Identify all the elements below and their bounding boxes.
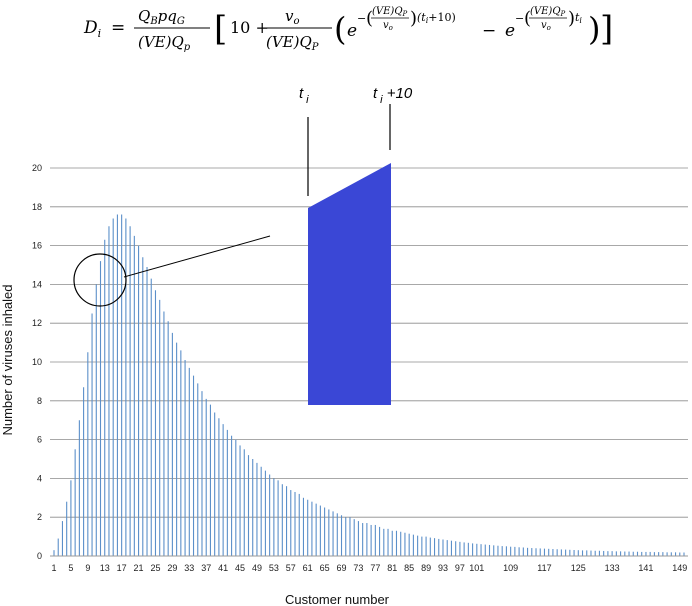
formula-exp1-paren-close: ) (410, 8, 417, 29)
formula-equals: = (111, 18, 125, 38)
formula-bracket-open: [ (214, 9, 227, 49)
formula-frac2-num: vo (285, 7, 300, 27)
x-tick-label: 149 (672, 563, 687, 573)
formula-frac1-den: (VE)Qp (138, 33, 191, 53)
chart-bars (53, 214, 685, 556)
formula-frac1-num: QBpqG (138, 7, 185, 27)
formula-frac2-den: (VE)QP (266, 33, 319, 53)
x-tick-label: 77 (370, 563, 380, 573)
y-tick-labels: 0 2 4 6 8 10 12 14 16 18 20 (32, 163, 42, 561)
x-tick-label: 65 (320, 563, 330, 573)
y-tick-label: 12 (32, 318, 42, 328)
x-tick-label: 93 (438, 563, 448, 573)
x-tick-label: 109 (503, 563, 518, 573)
chart: 0 2 4 6 8 10 12 14 16 18 20 1 5 9 13 17 21 25 29 33 37 41 45 4… (0, 85, 688, 606)
x-tick-label: 89 (421, 563, 431, 573)
formula-paren-close: ) (588, 10, 600, 48)
y-tick-label: 14 (32, 279, 42, 289)
x-tick-labels: 1 5 9 13 17 21 25 29 33 37 41 45 49 53 57 61 65 69 73 77 81 8… (51, 563, 687, 573)
x-tick-label: 73 (353, 563, 363, 573)
x-tick-label: 69 (337, 563, 347, 573)
x-tick-label: 117 (537, 563, 551, 573)
y-tick-label: 18 (32, 202, 42, 212)
x-tick-label: 141 (638, 563, 653, 573)
x-tick-label: 9 (85, 563, 90, 573)
formula-exp2-num: (VE)QP (530, 6, 566, 18)
x-tick-label: 17 (117, 563, 127, 573)
x-tick-label: 57 (286, 563, 296, 573)
formula-exp2-den: vo (541, 20, 551, 32)
y-tick-label: 10 (32, 357, 42, 367)
formula-lhs: Di (83, 18, 101, 40)
formula-exp2-paren-close: ) (568, 8, 575, 29)
formula-exp1-minus: − (357, 12, 366, 25)
inset-area (308, 163, 391, 405)
formula-exp1-tail: (ti+10) (417, 11, 456, 25)
x-tick-label: 37 (201, 563, 211, 573)
zoom-circle (73, 253, 127, 307)
formula-paren-open: ( (334, 10, 346, 48)
y-tick-label: 20 (32, 163, 42, 173)
x-tick-label: 13 (100, 563, 110, 573)
formula-e2: e (505, 21, 515, 41)
x-tick-label: 29 (167, 563, 177, 573)
x-tick-label: 61 (303, 563, 313, 573)
formula-exp1-paren-open: ( (366, 8, 373, 29)
y-tick-label: 16 (32, 241, 42, 251)
x-tick-label: 101 (469, 563, 484, 573)
x-tick-label: 25 (150, 563, 160, 573)
formula-exp2-paren-open: ( (524, 8, 531, 29)
x-tick-label: 45 (235, 563, 245, 573)
x-tick-label: 5 (68, 563, 73, 573)
formula-minus: − (482, 21, 496, 41)
x-tick-label: 41 (218, 563, 228, 573)
formula-bracket-close: ] (600, 9, 613, 49)
y-tick-label: 6 (37, 435, 42, 445)
y-tick-label: 0 (37, 551, 42, 561)
y-tick-label: 8 (37, 396, 42, 406)
formula-exp1-num: (VE)QP (372, 6, 408, 18)
x-tick-label: 125 (571, 563, 586, 573)
x-tick-label: 97 (455, 563, 465, 573)
x-tick-label: 53 (269, 563, 279, 573)
formula: Di = QBpqG (VE)Qp [ 10 + vo (VE)QP ( e −… (83, 6, 613, 53)
y-tick-label: 2 (37, 512, 42, 522)
formula-exp1-den: vo (383, 20, 393, 32)
x-tick-label: 85 (404, 563, 414, 573)
x-tick-label: 81 (387, 563, 397, 573)
x-tick-label: 49 (252, 563, 262, 573)
x-tick-label: 33 (184, 563, 194, 573)
y-tick-label: 4 (37, 473, 42, 483)
formula-ten: 10 + (230, 18, 269, 37)
x-tick-label: 1 (51, 563, 56, 573)
x-tick-label: 21 (134, 563, 144, 573)
zoom-connector-line (123, 235, 271, 278)
formula-exp2-tail: ti (575, 11, 582, 25)
formula-exp2-minus: − (515, 12, 524, 25)
formula-e1: e (347, 21, 357, 41)
x-axis-label: Customer number (285, 592, 390, 606)
x-tick-label: 133 (605, 563, 620, 573)
y-axis-label: Number of viruses inhaled (0, 284, 15, 435)
